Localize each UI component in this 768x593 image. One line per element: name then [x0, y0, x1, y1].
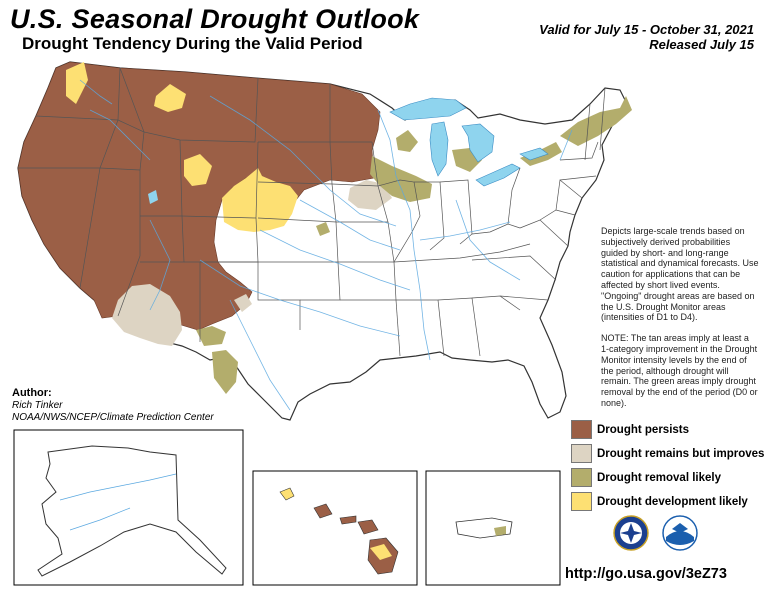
legend-label: Drought removal likely	[597, 471, 721, 484]
hawaii-molokai	[339, 515, 357, 525]
author-label: Author:	[12, 387, 52, 399]
outlook-url: http://go.usa.gov/3eZ73	[565, 566, 727, 582]
alaska-landmass	[37, 445, 227, 577]
hawaii-kauai	[279, 487, 295, 501]
drought-persists-west	[17, 61, 381, 331]
drought-removal-midwest	[370, 156, 432, 202]
drought-removal-newengland	[560, 96, 632, 146]
legend-label: Drought remains but improves	[597, 447, 765, 460]
lake-huron	[461, 123, 495, 163]
drought-removal-wisconsin	[396, 130, 418, 152]
drought-development-washington	[66, 62, 88, 104]
drought-development-idaho	[184, 154, 212, 186]
valid-dates: Valid for July 15 - October 31, 2021 Rel…	[539, 22, 754, 52]
hawaii-oahu	[313, 503, 333, 519]
drought-improves-southwest	[112, 284, 182, 346]
lake-superior	[389, 97, 467, 121]
noaa-logo-icon	[662, 515, 698, 551]
author-name: Rich Tinker	[12, 400, 63, 411]
author-block: Author: Rich Tinker NOAA/NWS/NCEP/Climat…	[12, 387, 214, 424]
legend-label: Drought development likely	[597, 495, 748, 508]
map-title: U.S. Seasonal Drought Outlook	[10, 4, 420, 34]
description-paragraph-2: NOTE: The tan areas imply at least a 1-c…	[601, 333, 758, 408]
drought-removal-texas	[212, 350, 238, 394]
legend: Drought persists Drought remains but imp…	[571, 420, 766, 516]
puerto-rico-removal	[494, 526, 506, 536]
great-salt-lake	[148, 190, 158, 204]
lake-ontario	[519, 147, 549, 161]
drought-removal-newmexico	[196, 326, 226, 346]
author-org: NOAA/NWS/NCEP/Climate Prediction Center	[12, 412, 214, 423]
legend-item-persists: Drought persists	[571, 420, 766, 439]
rivers	[79, 79, 573, 411]
drought-improves-iowa	[348, 180, 392, 210]
legend-swatch	[571, 492, 592, 511]
great-lakes	[389, 97, 549, 187]
hawaii-big-island-development	[370, 544, 392, 560]
drought-improves-mississippi	[234, 294, 252, 312]
noaa-nws-logo-icon	[613, 515, 649, 551]
description-text: Depicts large-scale trends based on subj…	[601, 226, 759, 419]
drought-removal-kansas	[316, 222, 330, 236]
legend-item-improves: Drought remains but improves	[571, 444, 766, 463]
legend-label: Drought persists	[597, 423, 690, 436]
release-date: Released July 15	[649, 37, 754, 52]
state-borders	[18, 67, 606, 357]
description-paragraph-1: Depicts large-scale trends based on subj…	[601, 226, 759, 323]
valid-period: Valid for July 15 - October 31, 2021	[539, 22, 754, 37]
legend-swatch	[571, 444, 592, 463]
lake-michigan	[429, 121, 449, 177]
drought-development-wyoming	[222, 168, 298, 232]
drought-development-montana	[154, 84, 186, 112]
legend-swatch	[571, 468, 592, 487]
map-subtitle: Drought Tendency During the Valid Period	[22, 34, 363, 53]
hawaii-maui	[357, 519, 379, 535]
legend-item-development: Drought development likely	[571, 492, 766, 511]
legend-swatch	[571, 420, 592, 439]
legend-item-removal: Drought removal likely	[571, 468, 766, 487]
